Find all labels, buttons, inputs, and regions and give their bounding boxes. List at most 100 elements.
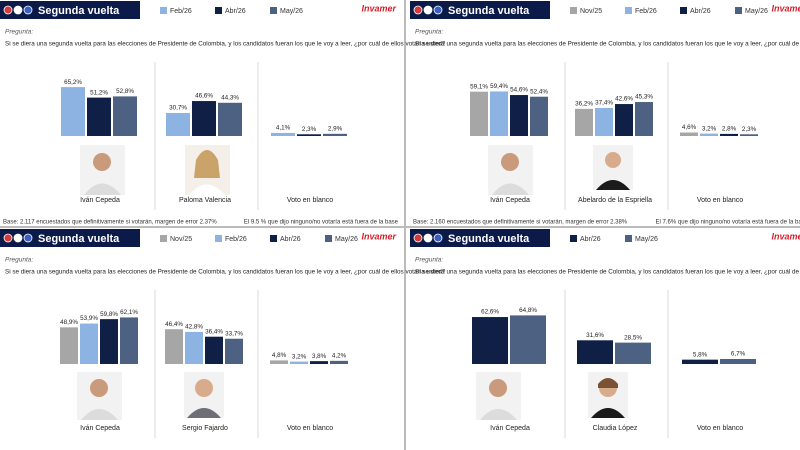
bar [100,319,118,364]
legend-label: Feb/26 [225,236,247,243]
value-label: 33,7% [225,330,243,337]
legend-swatch [160,7,167,14]
slide: Segunda vuelta Invamer Nov/25 Feb/26 Abr/26 M… [0,229,446,438]
value-label: 4,8% [272,352,287,359]
value-label: 6,7% [731,351,746,358]
value-label: 62,1% [120,309,138,316]
bar [185,331,203,364]
photo [80,145,125,195]
bar [510,315,546,364]
bar [270,360,288,364]
legend-label: May/26 [335,236,358,243]
slide: Segunda vuelta Invamer Nov/25 Feb/26 Abr/26 M… [410,1,800,226]
question-label: Pregunta: [5,257,33,264]
legend-label: Abr/26 [580,236,601,243]
value-label: 30,7% [169,105,187,112]
slide: Segunda vuelta Invamer Feb/26 Abr/26 May/26 P… [0,1,446,226]
bar [166,112,190,136]
category-label: Voto en blanco [287,197,333,204]
slide-title: Segunda vuelta [38,5,120,17]
question-label: Pregunta: [415,29,443,36]
logo: Invamer [361,3,396,13]
header-bar [0,229,140,247]
bar [575,108,593,136]
category-label: Abelardo de la Espriella [578,197,652,204]
header-dot [413,5,423,15]
category-label: Iván Cepeda [80,197,120,204]
legend-swatch [160,235,167,242]
bar [615,342,651,364]
bar [490,91,508,136]
question-label: Pregunta: [5,29,33,36]
value-label: 51,2% [90,89,108,96]
legend-label: Feb/26 [170,8,192,15]
value-label: 59,8% [100,311,118,318]
category-label: Claudia López [593,425,638,432]
legend-swatch [680,7,687,14]
bar [218,102,242,136]
value-label: 53,9% [80,315,98,322]
value-label: 36,2% [575,101,593,108]
header-dot [13,5,23,15]
bar [330,360,348,364]
bar [61,87,85,136]
bar [271,132,295,136]
value-label: 2,9% [328,125,343,132]
value-label: 5,8% [693,351,708,358]
legend-swatch [735,7,742,14]
slide: Segunda vuelta Invamer Abr/26 May/26 Pregunt… [410,229,800,438]
legend-swatch [215,7,222,14]
value-label: 59,4% [490,83,508,90]
value-label: 37,4% [595,100,613,107]
value-label: 46,6% [195,93,213,100]
category-label: Iván Cepeda [490,197,530,204]
bar [635,102,653,136]
legend-swatch [215,235,222,242]
photo [488,145,533,195]
header-dot [413,233,423,243]
header-bar [410,229,550,247]
photo [77,372,122,420]
bar [297,134,321,136]
category-label: Voto en blanco [287,425,333,432]
value-label: 54,6% [510,87,528,94]
value-label: 64,8% [519,307,537,314]
value-label: 2,3% [302,126,317,133]
header-dot [23,5,33,15]
footer-note: Base: 2.117 encuestados que definitivame… [3,220,217,226]
header-bar [410,1,550,19]
header-bar [0,1,140,19]
bar [310,361,328,364]
bar [205,336,223,364]
bar [165,329,183,364]
value-label: 3,8% [312,353,327,360]
legend-swatch [570,235,577,242]
value-label: 4,1% [276,125,291,132]
legend-label: Nov/25 [170,236,192,243]
photo [184,372,224,418]
bar [682,359,718,364]
legend-label: Nov/25 [580,8,602,15]
value-label: 42,8% [185,324,203,331]
bar [720,358,756,364]
bar [720,133,738,136]
category-label: Sergio Fajardo [182,425,228,432]
header-dot [3,233,13,243]
header-dot [423,233,433,243]
value-label: 2,8% [722,126,737,133]
question: Si se diera una segunda vuelta para las … [415,41,800,48]
bar [192,101,216,136]
header-dot [23,233,33,243]
value-label: 48,9% [60,319,78,326]
bar [113,96,137,136]
bar [700,133,718,136]
bar [120,317,138,364]
bar [680,132,698,136]
value-label: 52,4% [530,88,548,95]
value-label: 59,1% [470,83,488,90]
question: Si se diera una segunda vuelta para las … [5,41,446,48]
value-label: 36,4% [205,328,223,335]
